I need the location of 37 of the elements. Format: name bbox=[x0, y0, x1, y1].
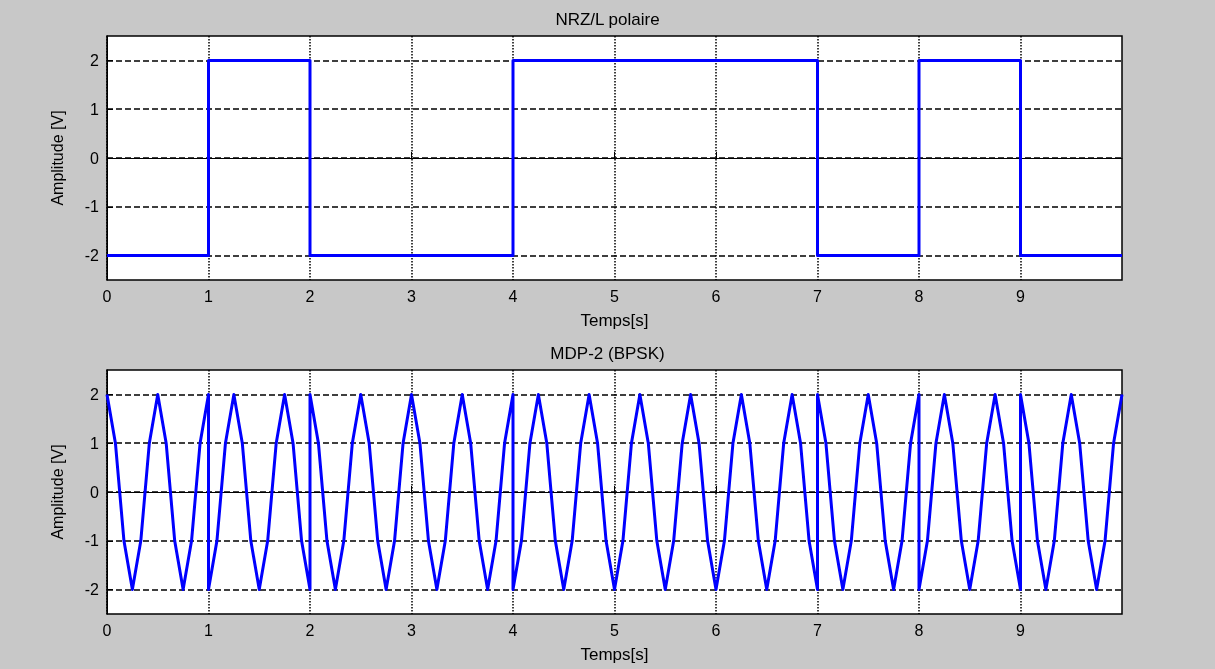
x-tick-label: 9 bbox=[1016, 287, 1026, 305]
x-tick-label: 0 bbox=[102, 621, 112, 639]
y-tick-label: 1 bbox=[90, 100, 100, 118]
x-tick-label: 9 bbox=[1016, 621, 1026, 639]
y-axis-title: Amplitude [V] bbox=[48, 444, 66, 540]
y-tick-label: -2 bbox=[84, 247, 100, 265]
x-tick-label: 8 bbox=[914, 621, 924, 639]
y-tick-label: 0 bbox=[90, 149, 100, 167]
x-tick-label: 5 bbox=[610, 621, 620, 639]
x-tick-label: 2 bbox=[305, 621, 315, 639]
y-tick-label: 2 bbox=[90, 51, 100, 69]
x-axis-title: Temps[s] bbox=[580, 645, 649, 664]
y-tick-label: -1 bbox=[84, 198, 100, 216]
y-tick-label: 0 bbox=[90, 483, 100, 501]
x-tick-label: 2 bbox=[305, 287, 315, 305]
y-tick-label: -1 bbox=[84, 532, 100, 550]
x-tick-label: 0 bbox=[102, 287, 112, 305]
x-tick-label: 6 bbox=[711, 621, 721, 639]
x-tick-label: 1 bbox=[204, 287, 214, 305]
x-tick-label: 3 bbox=[407, 621, 417, 639]
y-tick-label: 2 bbox=[90, 385, 100, 403]
x-tick-label: 6 bbox=[711, 287, 721, 305]
y-axis-title: Amplitude [V] bbox=[48, 110, 66, 206]
x-tick-label: 4 bbox=[508, 287, 518, 305]
chart-title: MDP-2 (BPSK) bbox=[550, 344, 665, 363]
x-axis-title: Temps[s] bbox=[580, 311, 649, 330]
x-tick-label: 1 bbox=[204, 621, 214, 639]
line-series bbox=[105, 392, 1124, 592]
x-tick-label: 7 bbox=[813, 621, 823, 639]
x-tick-label: 4 bbox=[508, 621, 518, 639]
x-tick-label: 7 bbox=[813, 287, 823, 305]
x-tick-label: 5 bbox=[610, 287, 620, 305]
x-tick-label: 8 bbox=[914, 287, 924, 305]
y-tick-label: 1 bbox=[90, 434, 100, 452]
y-tick-label: -2 bbox=[84, 581, 100, 599]
x-tick-label: 3 bbox=[407, 287, 417, 305]
chart-title: NRZ/L polaire bbox=[555, 10, 660, 29]
